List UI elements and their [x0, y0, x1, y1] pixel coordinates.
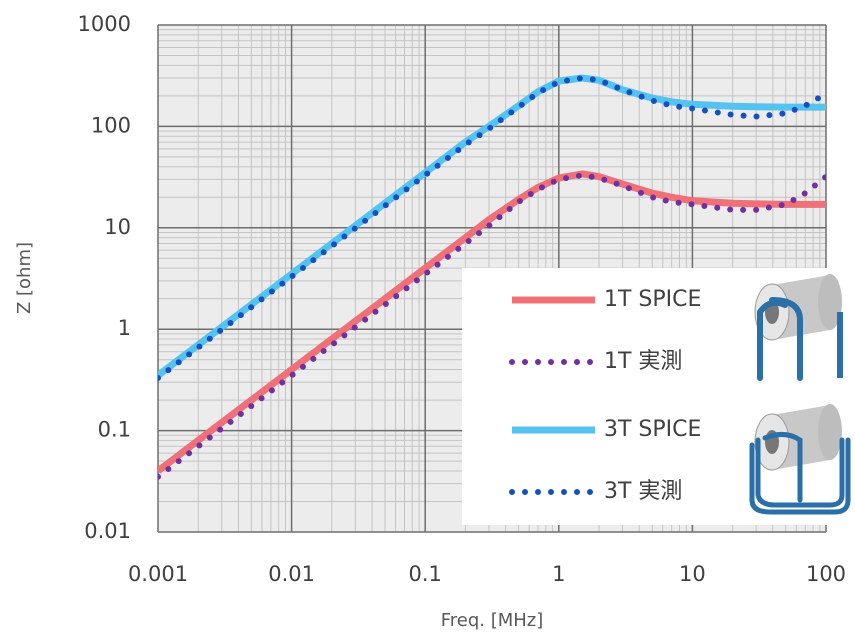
legend-label: 1T SPICE — [604, 287, 701, 312]
x-tick-label: 0.001 — [128, 562, 188, 586]
legend-label: 3T 実測 — [604, 479, 682, 504]
x-tick-label: 10 — [679, 562, 706, 586]
y-tick-label: 1000 — [78, 12, 131, 36]
legend: 1T SPICE 1T 実測 3T SPICE 3T 実測 — [462, 268, 855, 525]
y-tick-label: 0.1 — [98, 418, 131, 442]
x-axis-title: Freq. [MHz] — [441, 610, 544, 631]
y-tick-label: 0.01 — [84, 519, 131, 543]
coil-icon-1t — [754, 274, 843, 381]
x-tick-label: 1 — [552, 562, 565, 586]
x-tick-label: 0.1 — [408, 562, 441, 586]
ticks: 0.001 0.01 0.1 1 10 100 0.01 0.1 1 10 100 1000 — [78, 12, 847, 586]
series-line — [158, 170, 826, 474]
series-line — [158, 74, 826, 379]
legend-label: 3T SPICE — [604, 417, 701, 442]
y-tick-label: 100 — [91, 113, 131, 137]
legend-label: 1T 実測 — [604, 349, 682, 374]
lines — [158, 74, 826, 480]
y-axis-title: Z [ohm] — [14, 242, 35, 314]
y-tick-label: 1 — [118, 316, 131, 340]
x-tick-label: 0.01 — [268, 562, 315, 586]
coil-icon-3t — [749, 404, 851, 515]
y-tick-label: 10 — [104, 215, 131, 239]
series-line — [158, 172, 826, 480]
x-tick-label: 100 — [806, 562, 846, 586]
